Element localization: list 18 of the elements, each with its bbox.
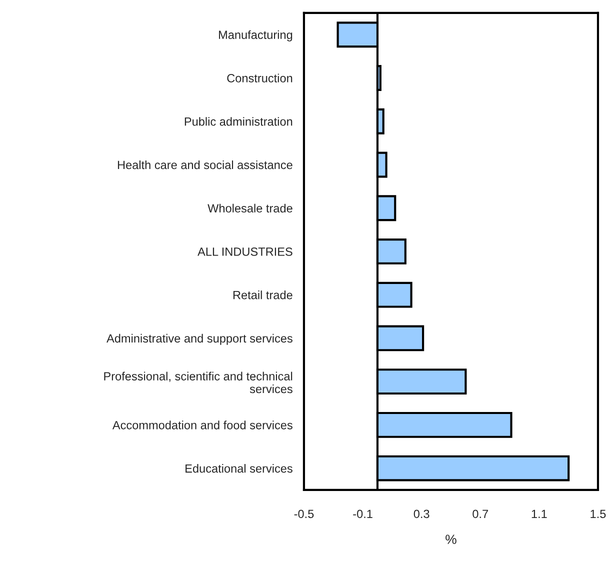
x-tick-label: 1.5: [590, 510, 606, 518]
x-tick-label: 0.7: [472, 510, 488, 518]
y-tick-label: Administrative and support services: [106, 334, 292, 345]
x-tick-label: 0.3: [414, 510, 430, 518]
y-tick-label: Wholesale trade: [208, 204, 292, 212]
y-tick-label: Professional, scientific and technical services: [104, 372, 292, 394]
x-tick-label: 1.1: [532, 510, 547, 518]
y-tick-label: Health care and social assistance: [118, 160, 292, 170]
y-tick-label: Educational services: [186, 464, 292, 473]
x-tick-label: -0.1: [353, 510, 372, 518]
y-tick-label: Accommodation and food services: [112, 420, 292, 430]
y-tick-label: Public administration: [184, 117, 292, 126]
x-axis-title: %: [446, 534, 456, 544]
x-tick-label: -0.5: [294, 510, 314, 518]
y-tick-label: ALL INDUSTRIES: [198, 248, 292, 256]
y-tick-label: Manufacturing: [219, 30, 292, 42]
y-tick-label: Construction: [227, 74, 292, 82]
y-tick-label: Retail trade: [233, 290, 292, 300]
